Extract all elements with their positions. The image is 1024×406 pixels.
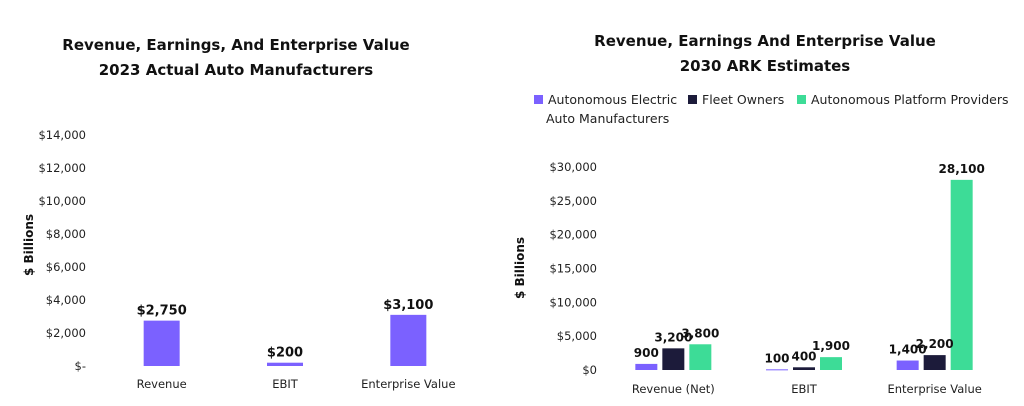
data-label: $2,750 <box>137 304 187 319</box>
y-tick-label: $6,000 <box>46 260 86 274</box>
legend-item: Autonomous Platform Providers <box>797 92 1009 107</box>
data-label: 400 <box>791 349 816 363</box>
x-tick-label: Revenue <box>137 377 187 391</box>
y-tick-label: $0 <box>582 363 597 377</box>
legend-swatch <box>534 95 543 104</box>
y-tick-label: $12,000 <box>38 161 86 175</box>
legend-swatch <box>688 95 697 104</box>
data-label: 28,100 <box>939 162 985 176</box>
bar <box>390 314 427 366</box>
bar <box>267 362 303 366</box>
chart-left-bars <box>143 314 427 366</box>
legend-label: Auto Manufacturers <box>546 111 669 126</box>
data-label: 900 <box>634 346 659 360</box>
chart-right-y-label: $ Billions <box>513 237 527 299</box>
data-label: 3,200 <box>654 330 692 344</box>
y-tick-label: $4,000 <box>46 293 86 307</box>
bar <box>896 360 919 370</box>
bar <box>793 367 815 370</box>
y-tick-label: $14,000 <box>38 128 86 142</box>
data-label: 1,900 <box>812 339 850 353</box>
chart-right-legend: Autonomous Electric Auto Manufacturers Fle… <box>534 92 1009 126</box>
x-tick-label: Revenue (Net) <box>632 382 715 396</box>
bar <box>923 355 946 370</box>
chart-left-title: Revenue, Earnings, And Enterprise Value <box>62 36 409 54</box>
x-tick-label: EBIT <box>791 382 818 396</box>
y-tick-label: $10,000 <box>38 194 86 208</box>
y-tick-label: $8,000 <box>46 227 86 241</box>
legend-label: Fleet Owners <box>702 92 784 107</box>
data-label: $200 <box>267 346 303 361</box>
chart-right-x-ticks: Revenue (Net) EBIT Enterprise Value <box>632 382 982 396</box>
x-tick-label: EBIT <box>272 377 299 391</box>
bar <box>143 320 180 366</box>
legend-label: Autonomous Electric <box>548 92 677 107</box>
chart-left-subtitle: 2023 Actual Auto Manufacturers <box>99 61 374 79</box>
y-tick-label: $25,000 <box>549 194 597 208</box>
y-tick-label: $10,000 <box>549 295 597 309</box>
chart-left-y-ticks: $- $2,000 $4,000 $6,000 $8,000 $10,000 $12,000… <box>38 128 86 373</box>
legend-item: Autonomous Electric Auto Manufacturers <box>534 92 677 126</box>
bar <box>635 363 658 370</box>
chart-right-bars <box>635 179 973 371</box>
chart-right-subtitle: 2030 ARK Estimates <box>680 57 851 75</box>
y-tick-label: $5,000 <box>557 329 597 343</box>
chart-2023-actual: Revenue, Earnings, And Enterprise Value … <box>22 36 456 391</box>
chart-left-y-label: $ Billions <box>22 214 36 276</box>
x-tick-label: Enterprise Value <box>361 377 455 391</box>
data-label: 1,400 <box>889 343 927 357</box>
legend-item: Fleet Owners <box>688 92 784 107</box>
data-label: 2,200 <box>916 337 954 351</box>
chart-right-title: Revenue, Earnings And Enterprise Value <box>594 32 936 50</box>
bar <box>662 348 685 370</box>
y-tick-label: $2,000 <box>46 326 86 340</box>
y-tick-label: $20,000 <box>549 228 597 242</box>
chart-right-y-ticks: $0 $5,000 $10,000 $15,000 $20,000 $25,000 $30,… <box>549 160 597 377</box>
legend-label: Autonomous Platform Providers <box>811 92 1009 107</box>
bar <box>766 369 788 371</box>
chart-left-x-ticks: Revenue EBIT Enterprise Value <box>137 377 456 391</box>
data-label: 100 <box>764 351 789 365</box>
chart-left-data-labels: $2,750 $200 $3,100 <box>137 298 434 361</box>
data-label: $3,100 <box>383 298 433 313</box>
data-label: 3,800 <box>681 326 719 340</box>
legend-swatch <box>797 95 806 104</box>
chart-2030-estimates: Revenue, Earnings And Enterprise Value 2… <box>513 32 1009 396</box>
x-tick-label: Enterprise Value <box>887 382 981 396</box>
y-tick-label: $15,000 <box>549 262 597 276</box>
bar <box>820 357 842 370</box>
bar <box>950 179 973 370</box>
y-tick-label: $- <box>75 359 86 373</box>
y-tick-label: $30,000 <box>549 160 597 174</box>
bar <box>689 344 712 370</box>
